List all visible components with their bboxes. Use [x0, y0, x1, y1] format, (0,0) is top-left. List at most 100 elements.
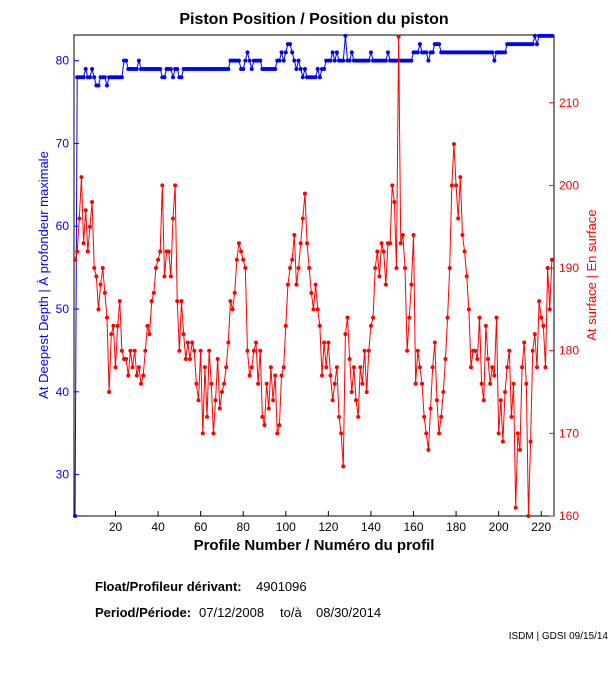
period-label: Period/Période: — [95, 605, 191, 620]
data-point — [260, 414, 265, 419]
data-point — [534, 365, 539, 370]
data-point — [441, 390, 446, 395]
data-point — [215, 356, 220, 361]
data-point — [375, 249, 380, 254]
data-point — [124, 356, 129, 361]
data-point — [188, 356, 193, 361]
data-point — [343, 33, 348, 38]
data-point — [162, 75, 167, 80]
data-point — [185, 340, 190, 345]
data-point — [368, 323, 373, 328]
y2-tick-label: 200 — [559, 178, 579, 192]
data-point — [166, 249, 171, 254]
data-point — [411, 233, 416, 238]
data-point — [315, 66, 320, 71]
data-point — [75, 249, 80, 254]
data-point — [100, 266, 105, 271]
data-point — [511, 381, 516, 386]
y2-tick-label: 190 — [559, 261, 579, 275]
data-point — [124, 58, 129, 63]
data-point — [549, 257, 554, 262]
data-point — [173, 183, 178, 188]
data-point — [317, 323, 322, 328]
data-point — [300, 75, 305, 80]
data-point — [219, 390, 224, 395]
data-point — [488, 381, 493, 386]
data-point — [377, 274, 382, 279]
data-point — [239, 249, 244, 254]
data-point — [102, 290, 107, 295]
data-point — [424, 50, 429, 55]
data-point — [247, 373, 252, 378]
data-point — [183, 356, 188, 361]
data-point — [179, 75, 184, 80]
data-point — [253, 340, 258, 345]
data-point — [332, 58, 337, 63]
data-point — [170, 75, 175, 80]
y-tick-label: 50 — [56, 302, 70, 316]
data-point — [249, 66, 254, 71]
series-line — [74, 35, 552, 517]
data-point — [513, 505, 518, 510]
data-point — [422, 414, 427, 419]
data-point — [413, 381, 418, 386]
data-point — [477, 315, 482, 320]
data-point — [381, 249, 386, 254]
period-to: to/à — [280, 605, 302, 620]
data-point — [277, 423, 282, 428]
data-point — [530, 348, 535, 353]
data-point — [358, 365, 363, 370]
data-point — [402, 266, 407, 271]
data-point — [486, 356, 491, 361]
period-end: 08/30/2014 — [316, 605, 381, 620]
data-point — [481, 398, 486, 403]
data-point — [451, 142, 456, 147]
data-point — [549, 33, 554, 38]
data-point — [503, 50, 508, 55]
plot-frame — [73, 34, 555, 517]
data-point — [456, 216, 461, 221]
data-point — [288, 42, 293, 47]
data-point — [330, 398, 335, 403]
data-point — [104, 83, 109, 88]
data-point — [175, 299, 180, 304]
data-point — [87, 75, 92, 80]
data-point — [428, 406, 433, 411]
y2-axis-label: At surface | En surface — [584, 209, 599, 340]
data-point — [258, 348, 263, 353]
data-point — [390, 183, 395, 188]
data-point — [347, 58, 352, 63]
data-point — [383, 58, 388, 63]
data-point — [383, 282, 388, 287]
data-point — [126, 373, 131, 378]
data-point — [234, 257, 239, 262]
data-point — [92, 266, 97, 271]
data-point — [292, 58, 297, 63]
data-point — [388, 241, 393, 246]
data-point — [522, 340, 527, 345]
data-point — [202, 365, 207, 370]
data-point — [371, 315, 376, 320]
data-point — [281, 58, 286, 63]
data-point — [256, 381, 261, 386]
data-point — [330, 50, 335, 55]
data-point — [296, 58, 301, 63]
data-point — [332, 381, 337, 386]
data-point — [217, 406, 222, 411]
credit: ISDM | GDSI 09/15/14 — [509, 631, 609, 642]
data-point — [349, 390, 354, 395]
data-point — [224, 365, 229, 370]
data-point — [236, 241, 241, 246]
data-point — [209, 381, 214, 386]
data-point — [398, 241, 403, 246]
data-point — [449, 183, 454, 188]
data-point — [483, 323, 488, 328]
data-point — [113, 365, 118, 370]
data-point — [279, 50, 284, 55]
data-point — [170, 216, 175, 221]
data-point — [281, 365, 286, 370]
data-point — [160, 183, 165, 188]
data-point — [273, 66, 278, 71]
data-point — [298, 66, 303, 71]
